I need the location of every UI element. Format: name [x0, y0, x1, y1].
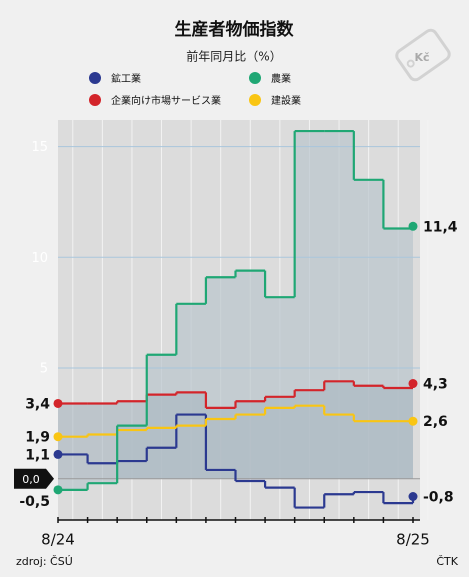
tag-shape	[395, 28, 451, 82]
y-tick-label: 10	[31, 251, 48, 266]
y-tick-label: 15	[31, 140, 48, 155]
chart-subtitle: 前年同月比（%）	[186, 49, 281, 64]
y-tick-label: 5	[40, 362, 48, 377]
legend-label: 企業向け市場サービス業	[111, 94, 221, 107]
legend-label: 農業	[271, 72, 291, 85]
legend-label: 建設業	[271, 94, 301, 107]
legend-swatch	[249, 94, 261, 106]
series-line	[58, 129, 415, 491]
value-label: 4,3	[423, 377, 448, 393]
credit: ČTK	[436, 555, 458, 568]
series-line	[58, 404, 414, 438]
tag-hole	[406, 59, 415, 68]
value-label: 11,4	[423, 219, 458, 235]
legend-label: 鉱工業	[111, 72, 141, 85]
legend-swatch	[89, 72, 101, 84]
x-tick-label: 8/25	[396, 531, 430, 549]
legend-swatch	[249, 72, 261, 84]
chart-title: 生産者物価指数	[175, 19, 295, 40]
badge-text: Kč	[414, 51, 429, 64]
end-dot	[408, 221, 418, 231]
end-dot	[408, 416, 418, 426]
value-label: 1,9	[25, 430, 50, 446]
y-tick-label: 0,0	[22, 473, 40, 486]
zero-label-box	[14, 468, 54, 489]
legend-swatch	[89, 94, 101, 106]
end-dot	[408, 491, 418, 501]
start-dot	[53, 485, 63, 495]
x-tick-label: 8/24	[41, 531, 75, 549]
value-label: -0,5	[19, 494, 50, 510]
start-dot	[53, 398, 63, 408]
value-label: -0,8	[423, 489, 454, 505]
start-dot	[53, 449, 63, 459]
value-label: 1,1	[25, 447, 50, 463]
value-label: 3,4	[25, 396, 50, 412]
series-line	[58, 380, 415, 410]
source: zdroj: ČSÚ	[16, 555, 73, 568]
badge-icon	[395, 28, 451, 82]
end-dot	[408, 379, 418, 389]
start-dot	[53, 432, 63, 442]
value-label: 2,6	[423, 414, 448, 430]
